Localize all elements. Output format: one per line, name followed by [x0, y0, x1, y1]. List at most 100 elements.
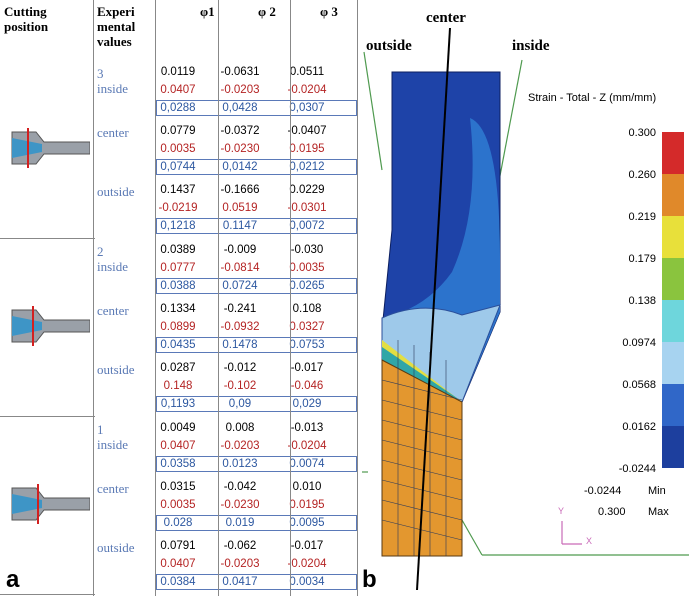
value-cell: -0.030	[290, 244, 324, 256]
value-cell: 0,09	[228, 398, 252, 410]
min-value: -0.0244	[584, 485, 622, 497]
value-cell: 0,029	[292, 398, 322, 410]
value-cell: 0.0899	[160, 321, 196, 333]
strain-table: Cutting position Experi mental values φ1…	[0, 0, 358, 596]
value-cell: 0,0142	[222, 161, 258, 173]
row-label: 1 inside	[97, 422, 129, 452]
legend-swatch	[662, 258, 684, 300]
column-divider	[290, 0, 291, 596]
value-cell: -0.0230	[220, 499, 260, 511]
value-cell: -0.0204	[287, 440, 327, 452]
result-box	[156, 337, 357, 353]
legend-swatch	[662, 384, 684, 426]
legend-tick-label: 0.0568	[622, 379, 656, 391]
mesh-body	[381, 71, 501, 557]
value-cell: 0.0519	[222, 202, 258, 214]
result-box	[156, 574, 357, 590]
legend-swatch	[662, 132, 684, 174]
legend-tick-label: 0.0162	[622, 421, 656, 433]
die-icon	[8, 480, 91, 528]
min-label: Min	[648, 485, 666, 497]
value-cell: -0.009	[223, 244, 257, 256]
value-cell: 0.0074	[289, 458, 325, 470]
die-icon	[8, 124, 91, 172]
value-cell: 0.0287	[160, 362, 196, 374]
center-line	[416, 27, 451, 591]
legend-swatch	[662, 216, 684, 258]
value-cell: 0.1437	[160, 184, 196, 196]
legend-tick-label: 0.138	[628, 295, 656, 307]
row-label: center	[97, 125, 129, 140]
value-cell: -0.012	[223, 362, 257, 374]
legend-tick-label: 0.179	[628, 253, 656, 265]
coordinate-axes	[561, 521, 582, 545]
result-box	[156, 278, 357, 294]
value-cell: 0,1193	[160, 398, 196, 410]
legend-tick-label: 0.260	[628, 169, 656, 181]
value-cell: 0,0212	[289, 161, 325, 173]
header-experimental-values: Experi mental values	[97, 4, 136, 49]
axis-x-label: X	[586, 536, 593, 546]
group-divider	[0, 238, 95, 239]
value-cell: 0.0195	[289, 499, 325, 511]
label-center: center	[426, 10, 466, 26]
value-cell: 0.0407	[160, 558, 196, 570]
value-cell: 0.0049	[160, 422, 196, 434]
value-cell: -0.046	[290, 380, 324, 392]
panel-label-a: a	[6, 566, 20, 593]
value-cell: 0.0724	[222, 280, 258, 292]
value-cell: 0,0307	[289, 102, 325, 114]
color-legend: 0.300 0.260 0.219 0.179 0.138 0.0974 0.0568 0.0…	[619, 127, 684, 475]
value-cell: -0.0631	[220, 66, 260, 78]
value-cell: -0.0203	[220, 440, 260, 452]
value-cell: 0.0123	[222, 458, 258, 470]
value-cell: 0.0035	[289, 262, 325, 274]
value-cell: 0,0744	[160, 161, 196, 173]
value-cell: 0.0753	[289, 339, 325, 351]
value-cell: 0.0389	[160, 244, 196, 256]
value-cell: 0.0358	[160, 458, 196, 470]
strain-contour-figure: 0.300 0.260 0.219 0.179 0.138 0.0974 0.0568 0.0…	[362, 0, 689, 596]
value-cell: 0.0119	[160, 66, 196, 78]
value-cell: 0,0288	[160, 102, 196, 114]
label-inside: inside	[512, 38, 550, 54]
value-cell: 0,0428	[222, 102, 258, 114]
legend-swatch	[662, 426, 684, 468]
max-value: 0.300	[598, 506, 626, 518]
value-cell: -0.017	[290, 362, 324, 374]
value-cell: -0.0230	[220, 143, 260, 155]
legend-title: Strain - Total - Z (mm/mm)	[528, 92, 657, 104]
value-cell: -0.0407	[287, 125, 327, 137]
value-cell: -0.102	[223, 380, 257, 392]
value-cell: 0.0384	[160, 576, 196, 588]
legend-swatch	[662, 300, 684, 342]
row-label: center	[97, 481, 129, 496]
legend-tick-label: -0.0244	[619, 463, 656, 475]
value-cell: 0.0315	[160, 481, 196, 493]
panel-label-b: b	[362, 566, 377, 593]
result-box	[156, 515, 357, 531]
group-divider	[0, 594, 95, 595]
value-cell: 0.010	[292, 481, 322, 493]
value-cell: -0.0301	[287, 202, 327, 214]
value-cell: 0,1218	[160, 220, 196, 232]
value-cell: 0.0417	[222, 576, 258, 588]
row-label: outside	[97, 184, 135, 199]
header-phi2: φ 2	[258, 4, 276, 19]
column-divider	[93, 0, 94, 596]
value-cell: -0.241	[223, 303, 257, 315]
value-cell: 0.1478	[222, 339, 258, 351]
value-cell: 0.0327	[289, 321, 325, 333]
value-cell: 0.0229	[289, 184, 325, 196]
result-box	[156, 396, 357, 412]
legend-tick-label: 0.300	[628, 127, 656, 139]
value-cell: 0.0779	[160, 125, 196, 137]
row-label: 3 inside	[97, 66, 129, 96]
result-box	[156, 159, 357, 175]
contour-svg: 0.300 0.260 0.219 0.179 0.138 0.0974 0.0568 0.0…	[362, 27, 689, 591]
header-cutting-position: Cutting position	[4, 4, 49, 34]
value-cell: 0.0034	[289, 576, 325, 588]
value-cell: 0.0388	[160, 280, 196, 292]
value-cell: 0.0407	[160, 84, 196, 96]
value-cell: 0.008	[225, 422, 255, 434]
